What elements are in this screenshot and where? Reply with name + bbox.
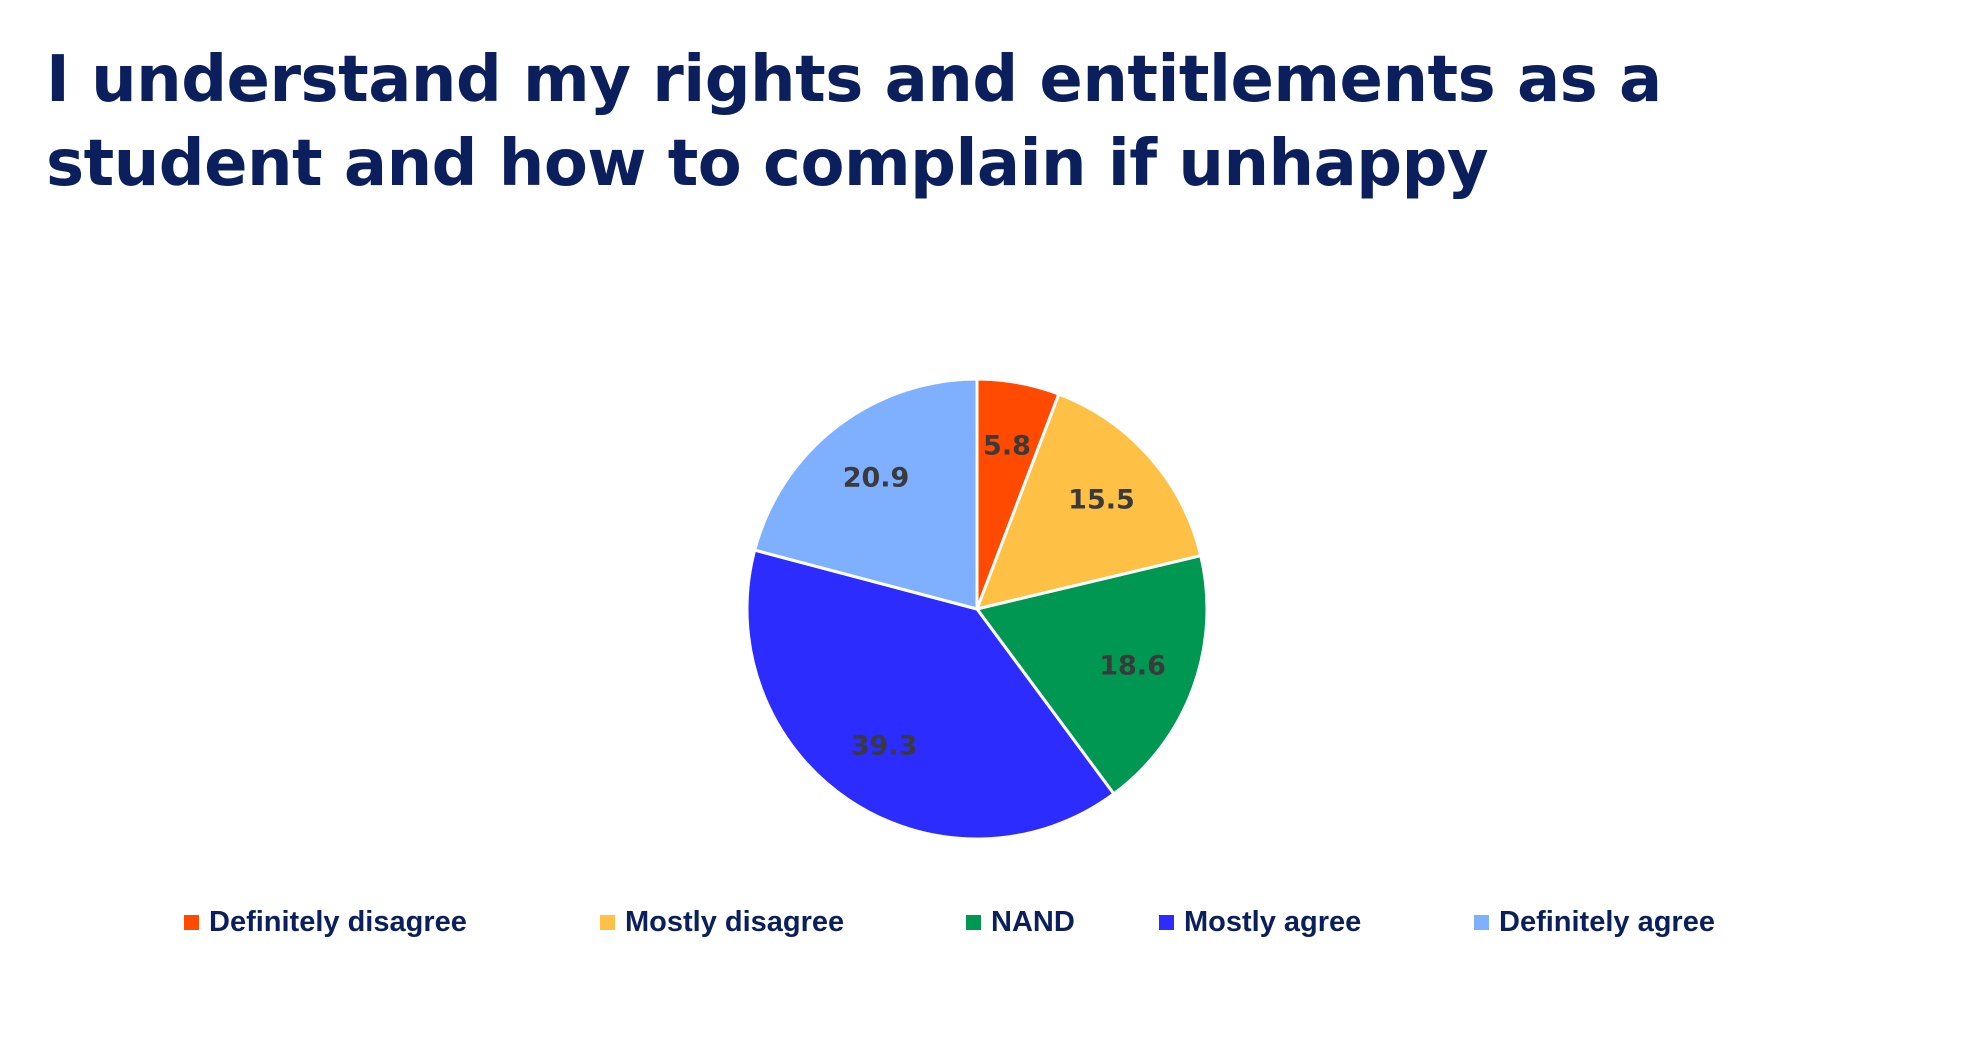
data-label: 20.9 — [843, 462, 910, 493]
data-label: 39.3 — [851, 731, 918, 762]
legend-item-definitely-agree: Definitely agree — [1474, 906, 1715, 939]
legend-swatch — [184, 915, 199, 930]
pie-slice-mostly-agree — [745, 548, 1116, 841]
legend-swatch — [1474, 915, 1489, 930]
legend-swatch — [966, 915, 981, 930]
legend-label: Mostly disagree — [625, 906, 845, 938]
legend-swatch — [1159, 915, 1174, 930]
legend-item-nand: NAND — [966, 906, 1075, 939]
legend-label: Definitely disagree — [209, 906, 467, 938]
legend: Definitely disagree Mostly disagree NAND… — [0, 906, 1971, 946]
data-label: 5.8 — [983, 431, 1031, 462]
legend-label: NAND — [991, 906, 1075, 938]
legend-item-definitely-disagree: Definitely disagree — [184, 906, 467, 939]
chart-title: I understand my rights and entitlements … — [46, 43, 1662, 201]
data-label: 18.6 — [1099, 650, 1166, 681]
legend-label: Mostly agree — [1184, 906, 1362, 938]
legend-item-mostly-disagree: Mostly disagree — [600, 906, 844, 939]
legend-swatch — [600, 915, 615, 930]
legend-label: Definitely agree — [1499, 906, 1715, 938]
data-label: 15.5 — [1068, 484, 1135, 515]
pie-slice-definitely-agree — [753, 377, 979, 611]
pie-slice-mostly-disagree — [975, 392, 1203, 611]
pie-slice-nand — [975, 554, 1209, 796]
legend-item-mostly-agree: Mostly agree — [1159, 906, 1361, 939]
